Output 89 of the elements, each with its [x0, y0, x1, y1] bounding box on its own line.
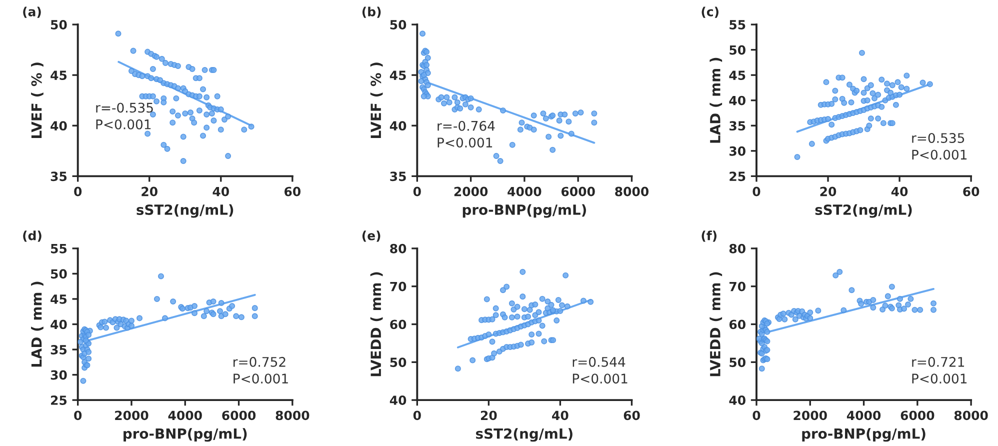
- x-tick-label: 60: [624, 410, 640, 420]
- y-tick-label: 70: [730, 282, 746, 292]
- y-tick-label: 40: [50, 121, 67, 131]
- x-tick-label: 20: [142, 186, 158, 196]
- y-tick-label: 80: [729, 244, 746, 254]
- x-axis-title: sST2(ng/mL): [476, 428, 572, 442]
- y-tick-label: 40: [729, 396, 746, 405]
- y-axis-title: LVEDD ( mm ): [370, 272, 383, 376]
- x-axis-title: pro-BNP(pg/mL): [124, 428, 247, 442]
- y-tick-label: 50: [51, 269, 67, 279]
- annotation: P<0.001: [912, 150, 967, 160]
- x-tick-label: 0: [74, 410, 82, 420]
- x-tick-label: 4000: [508, 186, 542, 196]
- x-axis-title: pro-BNP(pg/mL): [462, 204, 586, 218]
- x-tick-label: 2000: [794, 410, 827, 420]
- annotation: r=0.721: [912, 356, 964, 367]
- chart-title: (e): [362, 230, 380, 242]
- y-tick-label: 35: [730, 121, 746, 131]
- x-tick-label: 6000: [561, 186, 595, 196]
- y-axis-title: LVEF ( % ): [31, 62, 44, 138]
- y-tick-label: 50: [51, 20, 67, 30]
- y-axis-title: LAD ( mm ): [31, 282, 44, 367]
- x-tick-label: 20: [820, 186, 836, 196]
- y-tick-label: 25: [51, 396, 67, 405]
- annotation: P<0.001: [572, 374, 628, 384]
- chart-title: (c): [702, 6, 718, 18]
- x-tick-label: 0: [413, 410, 421, 420]
- x-tick-label: 40: [891, 186, 908, 196]
- y-tick-label: 35: [50, 344, 67, 354]
- chart-title: (f): [702, 230, 716, 242]
- y-tick-label: 25: [730, 172, 746, 182]
- annotation: r=-0.535: [96, 102, 153, 113]
- y-tick-label: 50: [390, 358, 406, 368]
- x-tick-label: 8000: [615, 186, 649, 196]
- y-tick-label: 50: [730, 358, 746, 368]
- y-tick-label: 30: [730, 146, 746, 156]
- chart-title: (d): [23, 230, 42, 242]
- y-tick-label: 55: [730, 20, 746, 30]
- y-axis-title: LVEDD ( mm ): [710, 272, 722, 376]
- y-tick-label: 40: [729, 96, 746, 106]
- x-tick-label: 6000: [222, 410, 256, 420]
- annotation: P<0.001: [438, 138, 492, 148]
- y-tick-label: 60: [729, 320, 746, 330]
- annotation: r=-0.764: [438, 120, 495, 131]
- x-axis-title: sST2(ng/mL): [815, 204, 912, 218]
- x-tick-label: 8000: [954, 410, 988, 420]
- y-tick-label: 40: [390, 121, 406, 131]
- y-tick-label: 45: [50, 70, 67, 80]
- x-tick-label: 4000: [846, 410, 881, 420]
- y-tick-label: 40: [390, 396, 406, 405]
- x-tick-label: 40: [212, 186, 229, 196]
- y-tick-label: 45: [729, 70, 746, 80]
- annotation: P<0.001: [912, 374, 967, 384]
- x-tick-label: 8000: [276, 410, 310, 420]
- x-tick-label: 6000: [900, 410, 934, 420]
- x-tick-label: 0: [74, 186, 82, 196]
- annotation: P<0.001: [96, 119, 151, 130]
- y-tick-label: 50: [390, 20, 406, 30]
- y-tick-label: 35: [390, 172, 406, 182]
- chart-title: (b): [362, 6, 381, 18]
- y-tick-label: 50: [730, 45, 746, 55]
- x-axis-title: sST2(ng/mL): [136, 204, 234, 218]
- y-tick-label: 55: [51, 244, 67, 254]
- y-tick-label: 60: [390, 320, 406, 330]
- x-tick-label: 60: [284, 186, 301, 196]
- x-tick-label: 20: [480, 410, 497, 420]
- annotation: r=0.752: [234, 356, 286, 367]
- annotation: r=0.535: [912, 133, 964, 143]
- annotation: r=0.544: [572, 356, 626, 367]
- y-axis-title: LAD ( mm ): [710, 58, 722, 143]
- y-tick-label: 30: [50, 370, 67, 380]
- x-tick-label: 40: [552, 410, 568, 420]
- x-tick-label: 4000: [168, 410, 202, 420]
- x-axis-title: pro-BNP(pg/mL): [802, 428, 926, 442]
- x-tick-label: 60: [963, 186, 980, 196]
- y-tick-label: 70: [390, 282, 406, 292]
- y-tick-label: 45: [390, 70, 406, 80]
- x-tick-label: 2000: [115, 410, 148, 420]
- chart-title: (a): [23, 6, 41, 18]
- x-tick-label: 0: [752, 410, 760, 420]
- y-tick-label: 80: [390, 244, 406, 254]
- x-tick-label: 2000: [454, 186, 488, 196]
- y-tick-label: 45: [50, 294, 67, 304]
- annotation: P<0.001: [234, 374, 288, 384]
- y-tick-label: 35: [50, 172, 67, 182]
- y-tick-label: 40: [50, 320, 67, 330]
- x-tick-label: 0: [413, 186, 421, 196]
- y-axis-title: LVEF ( % ): [370, 62, 383, 138]
- x-tick-label: 0: [752, 186, 760, 196]
